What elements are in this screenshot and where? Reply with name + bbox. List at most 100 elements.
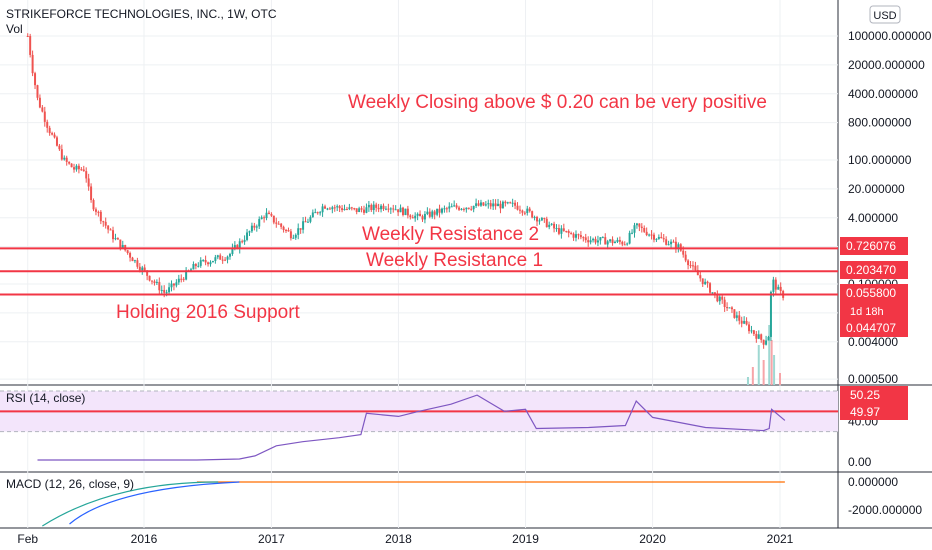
candle-body bbox=[618, 239, 621, 242]
candle-body bbox=[331, 207, 334, 210]
candle-body bbox=[613, 241, 616, 244]
candle-body bbox=[114, 238, 117, 240]
candle-body bbox=[638, 223, 641, 227]
rsi-tag-current: 50.25 bbox=[840, 386, 908, 403]
candle-body bbox=[126, 250, 129, 254]
candle-body bbox=[292, 237, 295, 239]
candle-body bbox=[665, 239, 668, 245]
candle-body bbox=[53, 134, 56, 138]
candle-body bbox=[470, 208, 473, 210]
candle-body bbox=[626, 243, 629, 245]
candle-body bbox=[316, 212, 319, 214]
y-tick-label: 0.000500 bbox=[848, 372, 898, 386]
candle-body bbox=[694, 265, 697, 271]
candle-body bbox=[338, 206, 341, 209]
candle-body bbox=[611, 239, 614, 244]
candle-body bbox=[336, 206, 339, 208]
candle-body bbox=[289, 231, 292, 239]
candle-body bbox=[265, 212, 268, 219]
currency-button[interactable]: USD bbox=[869, 5, 901, 24]
x-tick-label: 2021 bbox=[767, 532, 794, 546]
candle-body bbox=[168, 287, 171, 293]
candle-body bbox=[55, 137, 58, 146]
candle-body bbox=[216, 255, 219, 258]
candle-body bbox=[353, 208, 356, 210]
candle-body bbox=[428, 211, 431, 217]
candle-body bbox=[416, 213, 419, 216]
candle-body bbox=[367, 204, 370, 208]
candle-body bbox=[31, 54, 34, 74]
candle-body bbox=[68, 161, 71, 164]
price-tag-resistance-2: 0.726076 bbox=[840, 237, 908, 255]
candle-body bbox=[153, 281, 156, 283]
candle-body bbox=[596, 240, 599, 243]
candle-body bbox=[246, 232, 249, 240]
pane-layer bbox=[0, 0, 932, 529]
volume-bar bbox=[751, 367, 754, 385]
candle-body bbox=[499, 203, 502, 209]
candle-body bbox=[691, 265, 694, 267]
candle-body bbox=[711, 292, 714, 294]
candle-body bbox=[112, 230, 115, 240]
candle-body bbox=[518, 209, 521, 211]
candle-body bbox=[472, 205, 475, 210]
candle-body bbox=[94, 209, 97, 212]
candle-body bbox=[767, 336, 770, 341]
candle-body bbox=[562, 228, 565, 231]
candle-body bbox=[682, 250, 685, 255]
candle-body bbox=[282, 226, 285, 230]
candle-body bbox=[350, 207, 353, 209]
candle-body bbox=[377, 207, 380, 210]
candle-body bbox=[438, 208, 441, 213]
candle-body bbox=[99, 211, 102, 222]
candle-body bbox=[260, 217, 263, 220]
candle-body bbox=[514, 202, 517, 206]
candle-body bbox=[214, 257, 217, 261]
candle-body bbox=[63, 157, 66, 160]
candle-body bbox=[511, 202, 514, 204]
candle-body bbox=[170, 283, 173, 288]
candle-body bbox=[579, 235, 582, 238]
candle-body bbox=[90, 186, 93, 201]
candle-body bbox=[477, 203, 480, 206]
rsi-line bbox=[37, 394, 786, 461]
candle-body bbox=[384, 208, 387, 210]
candle-body bbox=[650, 234, 653, 236]
candle-body bbox=[409, 215, 412, 218]
candle-body bbox=[648, 234, 651, 236]
candle-body bbox=[536, 216, 539, 222]
candle-body bbox=[77, 165, 80, 170]
candle-body bbox=[555, 228, 558, 230]
candle-body bbox=[670, 241, 673, 245]
candle-body bbox=[489, 203, 492, 207]
candle-body bbox=[248, 231, 251, 233]
candle-body bbox=[772, 279, 775, 292]
candle-body bbox=[299, 228, 302, 230]
candle-body bbox=[131, 257, 134, 262]
candle-body bbox=[777, 286, 780, 290]
candle-body bbox=[180, 278, 183, 280]
grid-layer bbox=[0, 0, 838, 528]
candle-body bbox=[36, 85, 39, 98]
candle-body bbox=[570, 233, 573, 235]
candle-body bbox=[43, 111, 46, 122]
rsi-y-tick-label: 0.00 bbox=[848, 455, 872, 469]
candle-body bbox=[575, 234, 578, 238]
candle-body bbox=[138, 266, 141, 271]
price-tag-resistance-1-text: 0.203470 bbox=[846, 263, 896, 277]
candle-body bbox=[270, 213, 273, 216]
candle-body bbox=[197, 265, 200, 267]
candle-body bbox=[548, 224, 551, 228]
candle-body bbox=[411, 217, 414, 219]
candle-body bbox=[701, 278, 704, 285]
rsi-tag-current-text: 50.25 bbox=[850, 388, 880, 402]
volume-bar bbox=[770, 340, 773, 385]
candle-body bbox=[482, 202, 485, 206]
candle-body bbox=[660, 236, 663, 239]
candle-body bbox=[294, 234, 297, 238]
macd-histogram-line bbox=[42, 481, 219, 527]
volume-bar bbox=[779, 373, 781, 385]
candle-body bbox=[192, 264, 195, 270]
volume-bar bbox=[746, 377, 749, 385]
candle-body bbox=[236, 245, 239, 249]
